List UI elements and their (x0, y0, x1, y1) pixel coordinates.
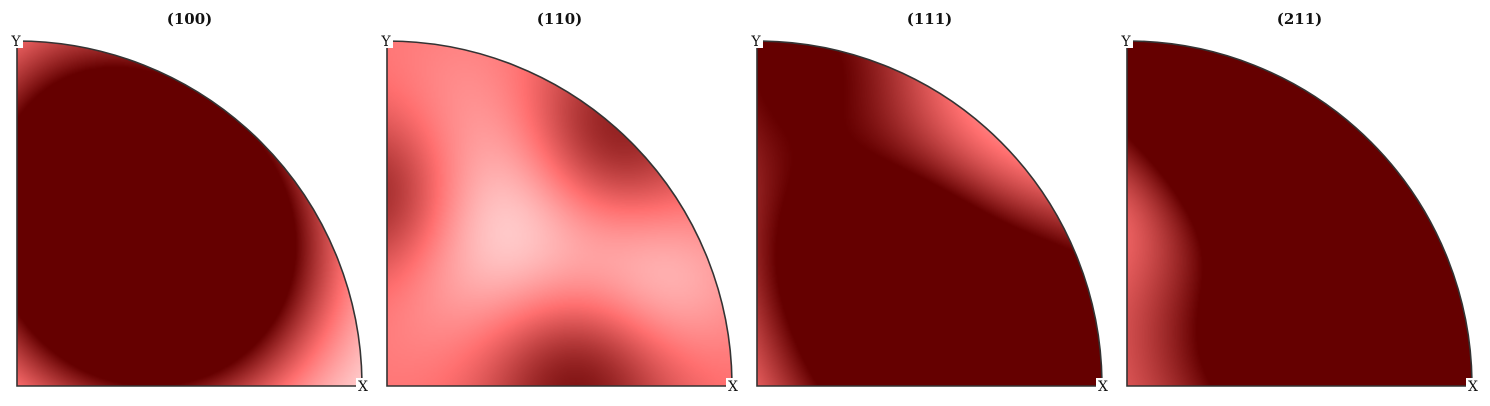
pole-figure-panel: (111) Y X (750, 10, 1109, 395)
y-axis-label: Y (750, 34, 761, 50)
y-axis-label: Y (10, 34, 21, 50)
pole-figure-panel: (100) Y X (10, 10, 369, 395)
pole-figure-boundary (16, 40, 363, 387)
x-axis-label: X (358, 379, 368, 395)
density-map (1127, 41, 1472, 386)
pole-figure-boundary (756, 40, 1103, 387)
pole-figure-boundary (1126, 40, 1473, 387)
panel-title: (211) (1277, 10, 1323, 28)
panel-title: (111) (907, 10, 953, 28)
panel-title: (110) (537, 10, 583, 28)
density-map (387, 41, 732, 386)
x-axis-label: X (1468, 379, 1478, 395)
y-axis-label: Y (380, 34, 391, 50)
y-axis-label: Y (1120, 34, 1131, 50)
x-axis-label: X (1098, 379, 1108, 395)
x-axis-label: X (728, 379, 738, 395)
density-map (17, 41, 362, 386)
density-map (757, 41, 1102, 386)
pole-figure-panel: (110) Y X (380, 10, 739, 395)
pole-figure-panel: (211) Y X (1120, 10, 1479, 395)
pole-figure-boundary (386, 40, 733, 387)
panel-title: (100) (167, 10, 213, 28)
